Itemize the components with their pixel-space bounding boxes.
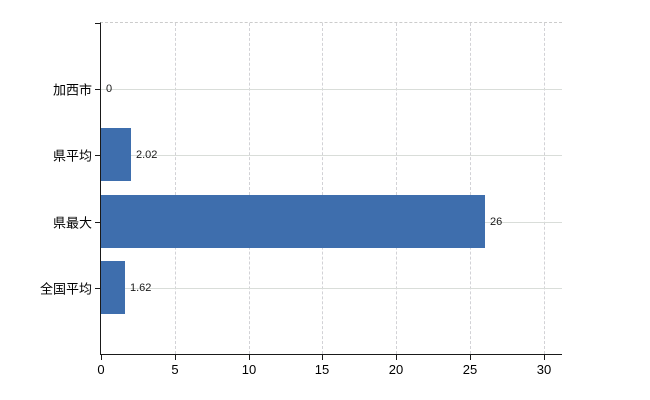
x-tick-label: 25 [462,362,478,377]
bar-value-label: 1.62 [130,282,152,294]
gridline-vertical [544,23,545,354]
bar-value-label: 26 [490,216,503,228]
x-axis-tick [470,354,471,360]
gridline-horizontal [101,89,562,90]
x-axis-tick [249,354,250,360]
category-label: 全国平均 [39,281,92,297]
x-axis-tick [175,354,176,360]
plot-area: 0 5 10 15 20 25 30 加西市 0 県平均 2.02 県最大 26 全国平均 1.62 [40,22,562,377]
category-label: 加西市 [52,82,92,98]
x-axis-tick [544,354,545,360]
x-tick-label: 5 [171,362,179,377]
gridline-vertical [322,23,323,354]
category-label: 県最大 [52,215,92,231]
bar-value-label: 0 [106,83,113,95]
x-axis-tick [396,354,397,360]
x-tick-label: 10 [241,362,257,377]
bar [101,128,131,181]
x-tick-label: 0 [97,362,105,377]
y-axis-tick [95,155,101,156]
x-axis-tick [101,354,102,360]
x-tick-label: 20 [388,362,404,377]
gridline-vertical [175,23,176,354]
gridline-vertical [249,23,250,354]
y-axis-tick [95,23,101,24]
x-tick-label: 15 [314,362,330,377]
gridline-horizontal [101,155,562,156]
category-label: 県平均 [52,148,92,164]
y-axis-tick [95,89,101,90]
x-axis-tick [322,354,323,360]
bar [101,195,485,248]
y-axis-tick [95,288,101,289]
bar-value-label: 2.02 [136,149,158,161]
y-axis-tick [95,222,101,223]
x-tick-label: 30 [536,362,552,377]
bar [101,261,125,314]
gridline-horizontal [101,288,562,289]
gridline-vertical [396,23,397,354]
gridline-vertical [470,23,471,354]
